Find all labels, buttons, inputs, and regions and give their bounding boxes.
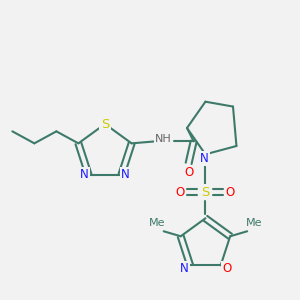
Text: N: N: [180, 262, 188, 275]
Text: O: O: [176, 186, 185, 199]
Text: Me: Me: [246, 218, 262, 228]
Text: O: O: [184, 166, 193, 179]
Text: O: O: [222, 262, 231, 275]
Text: N: N: [200, 152, 209, 165]
Text: Me: Me: [148, 218, 165, 228]
Text: N: N: [80, 168, 89, 181]
Text: O: O: [226, 186, 235, 199]
Text: N: N: [121, 168, 130, 181]
Text: S: S: [101, 118, 109, 130]
Text: S: S: [201, 186, 210, 199]
Text: NH: NH: [155, 134, 172, 144]
